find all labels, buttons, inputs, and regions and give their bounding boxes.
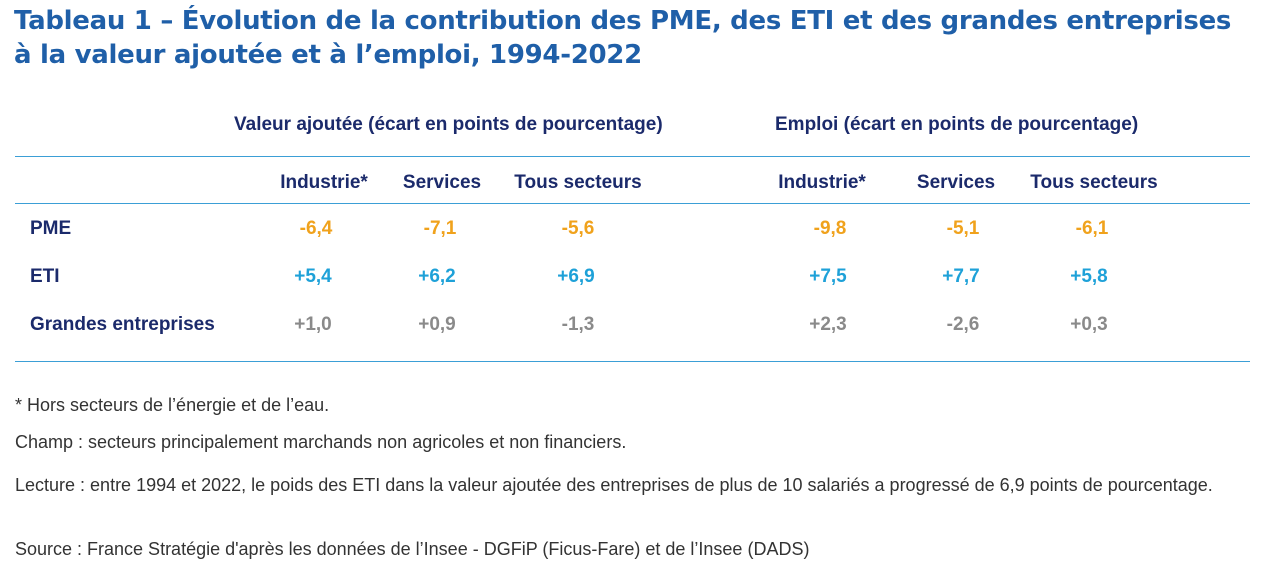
col-header-emploi-tous-secteurs: Tous secteurs bbox=[1030, 172, 1158, 193]
lecture-note: Lecture : entre 1994 et 2022, le poids d… bbox=[15, 475, 1213, 495]
cell-ge-emploi-tous-secteurs: +0,3 bbox=[1070, 314, 1108, 335]
cell-eti-va-industrie: +5,4 bbox=[294, 266, 332, 287]
cell-pme-emploi-industrie: -9,8 bbox=[813, 218, 847, 239]
cell-pme-emploi-tous-secteurs: -6,1 bbox=[1075, 218, 1109, 239]
group-header-emploi: Emploi (écart en points de pourcentage) bbox=[775, 114, 1139, 135]
footnote: * Hors secteurs de l’énergie et de l’eau… bbox=[15, 395, 330, 415]
title-line-2: à la valeur ajoutée et à l’emploi, 1994-… bbox=[14, 40, 642, 70]
cell-pme-va-tous-secteurs: -5,6 bbox=[561, 218, 595, 239]
cell-pme-va-services: -7,1 bbox=[423, 218, 457, 239]
cell-ge-va-tous-secteurs: -1,3 bbox=[561, 314, 595, 335]
table-rule-top bbox=[15, 156, 1250, 157]
cell-eti-emploi-services: +7,7 bbox=[942, 266, 980, 287]
cell-eti-emploi-industrie: +7,5 bbox=[809, 266, 847, 287]
table-rule-bottom bbox=[15, 361, 1250, 362]
col-header-va-industrie: Industrie* bbox=[280, 172, 368, 193]
col-header-va-tous-secteurs: Tous secteurs bbox=[514, 172, 642, 193]
row-label-eti: ETI bbox=[30, 266, 60, 287]
champ-note: Champ : secteurs principalement marchand… bbox=[15, 432, 627, 452]
cell-ge-emploi-industrie: +2,3 bbox=[809, 314, 847, 335]
cell-pme-va-industrie: -6,4 bbox=[299, 218, 333, 239]
row-label-pme: PME bbox=[30, 218, 72, 239]
source-note: Source : France Stratégie d'après les do… bbox=[15, 539, 810, 559]
cell-eti-va-tous-secteurs: +6,9 bbox=[557, 266, 595, 287]
col-header-emploi-industrie: Industrie* bbox=[778, 172, 866, 193]
table-rule-header bbox=[15, 203, 1250, 204]
col-header-emploi-services: Services bbox=[916, 172, 996, 193]
cell-ge-va-services: +0,9 bbox=[418, 314, 456, 335]
cell-pme-emploi-services: -5,1 bbox=[946, 218, 980, 239]
row-label-grandes-entreprises: Grandes entreprises bbox=[30, 314, 215, 335]
title-line-1: Tableau 1 – Évolution de la contribution… bbox=[14, 6, 1232, 36]
cell-eti-va-services: +6,2 bbox=[418, 266, 456, 287]
group-header-valeur-ajoutee: Valeur ajoutée (écart en points de pourc… bbox=[234, 114, 663, 135]
table-title: Tableau 1 – Évolution de la contribution… bbox=[14, 4, 1254, 72]
cell-ge-emploi-services: -2,6 bbox=[946, 314, 980, 335]
cell-ge-va-industrie: +1,0 bbox=[294, 314, 332, 335]
cell-eti-emploi-tous-secteurs: +5,8 bbox=[1070, 266, 1108, 287]
col-header-va-services: Services bbox=[402, 172, 482, 193]
